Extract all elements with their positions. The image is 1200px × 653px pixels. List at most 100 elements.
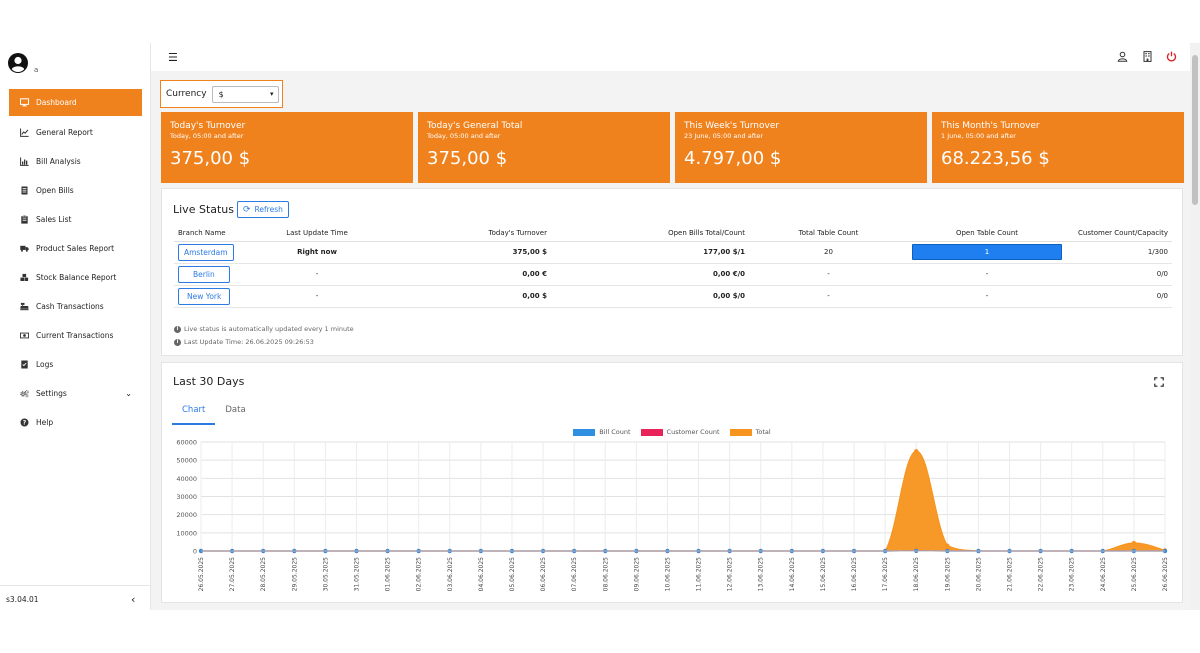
- y-tick-label: 60000: [176, 439, 197, 447]
- sidebar-item-cash-transactions[interactable]: Cash Transactions: [9, 292, 142, 321]
- legend-item-bill-count[interactable]: Bill Count: [573, 428, 631, 436]
- legend-item-total[interactable]: Total: [729, 428, 771, 436]
- last-30-days-chart: 0 10000 20000 30000 40000 50000 60000 26.05.202…: [176, 439, 1169, 592]
- user-icon[interactable]: [1117, 51, 1128, 62]
- last-update-cell: -: [262, 263, 372, 286]
- sidebar-item-settings[interactable]: Settings ⌄: [9, 379, 142, 408]
- table-row: New York - 0,00 $ 0,00 $/0 - - 0/0: [174, 285, 1172, 308]
- sidebar-item-label: Dashboard: [36, 98, 77, 107]
- kpi-value: 68.223,56 $: [941, 148, 1050, 169]
- open-tables-cell: -: [912, 263, 1062, 286]
- column-header: Total Table Count: [745, 225, 912, 242]
- hamburger-menu-icon[interactable]: ☰: [168, 51, 178, 64]
- cubes-icon: [20, 273, 29, 282]
- sidebar-item-product-sales-report[interactable]: Product Sales Report: [9, 234, 142, 263]
- tab-data[interactable]: Data: [225, 405, 246, 415]
- tab-chart[interactable]: Chart: [172, 405, 216, 425]
- kpi-subtitle: Today, 05:00 and after: [170, 132, 244, 140]
- refresh-label: Refresh: [254, 205, 283, 214]
- page-scrollbar[interactable]: [1190, 43, 1200, 610]
- sidebar-item-sales-list[interactable]: Sales List: [9, 205, 142, 234]
- turnover-cell: 0,00 €: [372, 263, 547, 286]
- legend-item-customer-count[interactable]: Customer Count: [640, 428, 720, 436]
- x-tick-label: 31.05.2025: [353, 557, 360, 592]
- branch-button-berlin[interactable]: Berlin: [178, 265, 230, 283]
- legend-label: Customer Count: [666, 428, 720, 436]
- x-tick-label: 26.06.2025: [1162, 557, 1169, 592]
- x-tick-label: 06.06.2025: [540, 557, 547, 592]
- sidebar-item-logs[interactable]: Logs: [9, 350, 142, 379]
- scrollbar-thumb[interactable]: [1192, 55, 1198, 205]
- x-tick-label: 11.06.2025: [696, 557, 703, 592]
- data-point-total: [914, 448, 919, 454]
- sidebar-item-label: Stock Balance Report: [36, 273, 117, 282]
- user-avatar-icon[interactable]: [8, 53, 28, 73]
- kpi-card-months-turnover: This Month's Turnover 1 June, 05:00 and …: [932, 112, 1184, 183]
- power-off-icon[interactable]: [1166, 51, 1177, 62]
- question-icon: ?: [20, 418, 29, 427]
- customers-cell: 1/300: [1062, 241, 1172, 264]
- x-tick-label: 01.06.2025: [385, 557, 392, 592]
- sidebar: a Dashboard General Report Bill Analysis…: [0, 43, 151, 610]
- last-30-days-title: Last 30 Days: [173, 375, 245, 388]
- app-version: s3.04.01: [6, 595, 39, 604]
- kpi-card-weeks-turnover: This Week's Turnover 23 June, 05:00 and …: [675, 112, 927, 183]
- sidebar-item-stock-balance-report[interactable]: Stock Balance Report: [9, 263, 142, 292]
- table-header-row: Branch Name Last Update Time Today's Tur…: [174, 225, 1172, 242]
- info-icon: i: [174, 338, 181, 346]
- last-update-note: i Last Update Time: 26.06.2025 09:26:53: [174, 338, 314, 346]
- sidebar-item-open-bills[interactable]: Open Bills: [9, 176, 142, 205]
- sidebar-item-label: General Report: [36, 128, 93, 137]
- x-tick-label: 07.06.2025: [571, 557, 578, 592]
- legend-swatch: [573, 428, 596, 436]
- x-tick-label: 26.05.2025: [198, 557, 205, 592]
- kpi-title: This Week's Turnover: [684, 121, 780, 131]
- sidebar-item-help[interactable]: ? Help: [9, 408, 142, 437]
- legend-swatch: [729, 428, 752, 436]
- svg-text:?: ?: [23, 420, 27, 427]
- kpi-card-todays-turnover: Today's Turnover Today, 05:00 and after …: [161, 112, 413, 183]
- last-30-days-panel: Last 30 Days Chart Data Bill Count Custo…: [161, 362, 1183, 603]
- sidebar-item-current-transactions[interactable]: Current Transactions: [9, 321, 142, 350]
- sidebar-item-label: Cash Transactions: [36, 302, 104, 311]
- building-icon[interactable]: [1142, 51, 1153, 62]
- x-tick-label: 14.06.2025: [789, 557, 796, 592]
- x-tick-label: 28.05.2025: [260, 557, 267, 592]
- branch-button-new-york[interactable]: New York: [178, 287, 231, 305]
- x-tick-label: 02.06.2025: [416, 557, 423, 592]
- sidebar-item-bill-analysis[interactable]: Bill Analysis: [9, 147, 142, 176]
- open-bills-cell: 177,00 $/1: [547, 241, 745, 264]
- refresh-button[interactable]: ⟳ Refresh: [237, 201, 289, 218]
- currency-select[interactable]: $ ▾: [211, 85, 279, 103]
- x-tick-label: 13.06.2025: [758, 557, 765, 592]
- sidebar-item-general-report[interactable]: General Report: [9, 118, 142, 147]
- x-tick-label: 05.06.2025: [509, 557, 516, 592]
- info-icon: i: [174, 325, 181, 333]
- kpi-value: 375,00 $: [427, 148, 508, 169]
- truck-icon: [20, 244, 29, 253]
- x-tick-label: 23.06.2025: [1069, 557, 1076, 592]
- y-tick-label: 50000: [176, 457, 197, 465]
- kpi-subtitle: 23 June, 05:00 and after: [684, 132, 764, 140]
- sidebar-item-label: Sales List: [36, 215, 72, 224]
- fullscreen-icon[interactable]: [1154, 377, 1164, 387]
- branch-button-amsterdam[interactable]: Amsterdam: [178, 243, 234, 261]
- currency-selected-value: $: [218, 89, 224, 99]
- refresh-icon: ⟳: [243, 204, 251, 215]
- collapse-sidebar-icon[interactable]: ‹: [131, 593, 136, 606]
- x-tick-label: 10.06.2025: [664, 557, 671, 592]
- table-row: Amsterdam Right now 375,00 $ 177,00 $/1 …: [174, 241, 1172, 264]
- sidebar-item-dashboard[interactable]: Dashboard: [9, 89, 142, 116]
- open-table-count-button[interactable]: 1: [912, 244, 1062, 260]
- top-bar: ☰: [151, 43, 1190, 71]
- customers-cell: 0/0: [1062, 263, 1172, 286]
- table-row: Berlin - 0,00 € 0,00 €/0 - - 0/0: [174, 263, 1172, 286]
- x-tick-label: 27.05.2025: [229, 557, 236, 592]
- x-tick-label: 17.06.2025: [882, 557, 889, 592]
- y-tick-label: 10000: [176, 529, 197, 537]
- kpi-value: 375,00 $: [170, 148, 251, 169]
- username: a: [34, 66, 39, 74]
- x-tick-label: 15.06.2025: [820, 557, 827, 592]
- legend-label: Bill Count: [599, 428, 631, 436]
- live-status-title: Live Status: [173, 203, 235, 216]
